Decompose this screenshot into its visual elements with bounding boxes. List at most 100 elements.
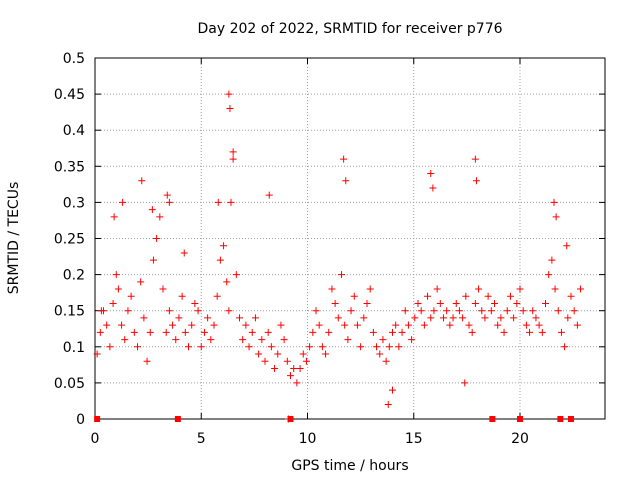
data-point — [110, 213, 118, 221]
data-point — [497, 314, 505, 322]
data-point — [369, 328, 377, 336]
data-point — [338, 271, 345, 279]
data-point — [465, 321, 473, 329]
data-point — [526, 328, 534, 336]
data-point — [302, 357, 310, 365]
data-point — [344, 336, 352, 344]
data-point — [312, 307, 320, 315]
data-point — [446, 321, 454, 329]
data-points — [93, 90, 585, 423]
data-point — [481, 314, 489, 322]
data-point — [420, 321, 428, 329]
data-point — [159, 285, 167, 293]
data-point — [299, 350, 307, 358]
data-point — [491, 299, 498, 307]
data-point — [552, 213, 560, 221]
data-point — [455, 307, 463, 315]
data-point — [430, 307, 438, 315]
data-point — [188, 321, 196, 329]
data-point — [97, 307, 105, 315]
data-point — [328, 285, 336, 293]
data-point — [471, 299, 479, 307]
data-point — [210, 321, 218, 329]
y-tick-label: 0.3 — [63, 195, 85, 211]
data-point — [143, 357, 151, 365]
data-point — [325, 328, 333, 336]
data-point — [550, 198, 558, 206]
data-point — [561, 343, 569, 351]
data-point — [519, 307, 527, 315]
data-point — [226, 105, 234, 113]
data-point — [103, 321, 111, 329]
data-point — [197, 343, 205, 351]
data-point — [494, 321, 502, 329]
data-point — [165, 198, 173, 206]
data-point — [290, 364, 298, 372]
data-point — [427, 314, 435, 322]
data-point — [516, 285, 524, 293]
data-point — [277, 321, 285, 329]
data-point — [472, 177, 480, 185]
data-point — [232, 271, 240, 279]
data-point — [570, 307, 578, 315]
data-point — [573, 321, 581, 329]
data-point — [471, 155, 479, 163]
data-point — [213, 292, 221, 300]
data-point — [163, 191, 171, 199]
y-tick-label: 0.2 — [63, 268, 85, 284]
data-point — [452, 299, 460, 307]
data-point — [258, 336, 266, 344]
data-point — [178, 292, 186, 300]
data-point — [401, 307, 409, 315]
data-point — [535, 321, 543, 329]
data-point — [138, 177, 146, 185]
data-point — [318, 343, 326, 351]
data-point — [414, 299, 422, 307]
data-point — [564, 314, 572, 322]
data-point — [96, 328, 104, 336]
data-point — [484, 292, 492, 300]
y-tick-label: 0.4 — [63, 123, 85, 139]
data-point — [385, 343, 393, 351]
y-tick-label: 0.05 — [54, 376, 85, 392]
data-point — [398, 328, 406, 336]
data-point — [236, 314, 243, 322]
data-point — [118, 321, 126, 329]
y-tick-label: 0.25 — [54, 232, 85, 248]
data-point — [248, 328, 256, 336]
data-point — [185, 343, 192, 351]
data-point — [165, 307, 173, 315]
data-point — [283, 357, 291, 365]
data-point — [429, 184, 437, 192]
data-point — [462, 292, 470, 300]
zero-marker — [517, 416, 523, 422]
data-point — [384, 401, 392, 409]
x-tick-label: 10 — [299, 431, 317, 447]
data-point — [557, 328, 565, 336]
zero-marker — [568, 416, 574, 422]
data-point — [200, 328, 208, 336]
chart-title: Day 202 of 2022, SRMTID for receiver p77… — [197, 21, 502, 37]
data-point — [296, 364, 304, 372]
data-point — [376, 350, 384, 358]
data-point — [93, 350, 101, 358]
data-point — [106, 343, 114, 351]
data-point — [395, 343, 403, 351]
data-point — [417, 307, 425, 315]
data-point — [510, 314, 518, 322]
data-point — [169, 321, 177, 329]
data-point — [140, 314, 148, 322]
y-tick-label: 0.45 — [54, 87, 85, 103]
data-point — [577, 285, 585, 293]
data-point — [542, 299, 549, 307]
data-point — [513, 299, 521, 307]
data-point — [223, 278, 231, 286]
zero-marker — [94, 416, 101, 422]
data-point — [459, 314, 467, 322]
data-point — [227, 198, 235, 206]
data-point — [271, 364, 279, 372]
data-point — [529, 307, 537, 315]
data-point — [181, 328, 189, 336]
data-point — [162, 328, 170, 336]
